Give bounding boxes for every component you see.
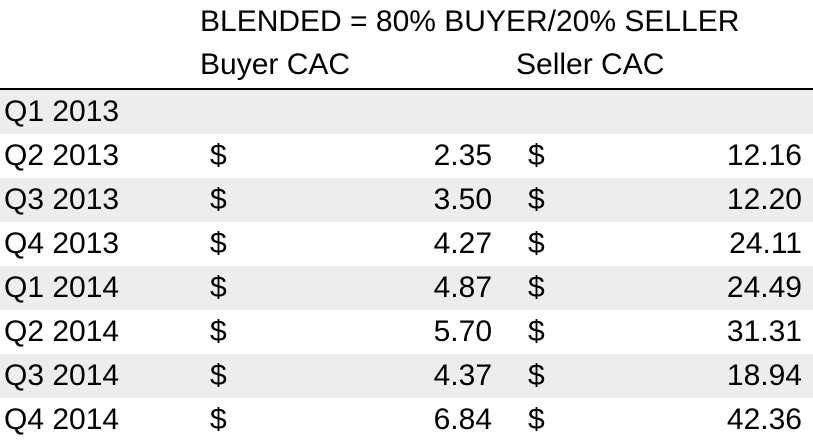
column-header-buyer-cac: Buyer CAC (200, 48, 351, 81)
buyer-cac-currency-symbol: $ (210, 271, 227, 304)
seller-cac-currency-symbol: $ (528, 183, 545, 216)
buyer-cac-value: 4.37 (433, 359, 492, 392)
buyer-cac-currency-symbol: $ (210, 315, 227, 348)
seller-cac-value: 31.31 (726, 315, 802, 348)
buyer-cac-value: 4.87 (433, 271, 492, 304)
buyer-cac-currency-symbol: $ (210, 359, 227, 392)
header-divider (0, 88, 813, 90)
table-row: Q3 2013 $3.50 $12.20 (0, 178, 813, 222)
table-row: Q4 2013 $4.27 $24.11 (0, 222, 813, 266)
row-quarter-label: Q4 2014 (4, 403, 120, 436)
row-quarter-label: Q1 2013 (4, 95, 120, 128)
table-row: Q3 2014 $4.37 $18.94 (0, 354, 813, 398)
seller-cac-currency-symbol: $ (528, 139, 545, 172)
seller-cac-currency-symbol: $ (528, 315, 545, 348)
seller-cac-currency-symbol: $ (528, 359, 545, 392)
table-row: Q4 2014 $6.84 $42.36 (0, 398, 813, 442)
buyer-cac-currency-symbol: $ (210, 139, 227, 172)
row-quarter-label: Q3 2013 (4, 183, 120, 216)
seller-cac-value: 12.16 (726, 139, 802, 172)
buyer-cac-currency-symbol: $ (210, 183, 227, 216)
row-quarter-label: Q2 2013 (4, 139, 120, 172)
buyer-cac-value: 6.84 (433, 403, 492, 436)
column-header-row: Buyer CAC Seller CAC (0, 45, 813, 87)
row-quarter-label: Q4 2013 (4, 227, 120, 260)
table-row: Q2 2014 $5.70 $31.31 (0, 310, 813, 354)
table-row: Q1 2013 (0, 90, 813, 134)
buyer-cac-value: 3.50 (433, 183, 492, 216)
seller-cac-value: 12.20 (726, 183, 802, 216)
buyer-cac-value: 4.27 (433, 227, 492, 260)
seller-cac-value: 18.94 (726, 359, 802, 392)
seller-cac-currency-symbol: $ (528, 227, 545, 260)
column-header-seller-cac: Seller CAC (516, 48, 665, 81)
table-title: BLENDED = 80% BUYER/20% SELLER (200, 5, 740, 38)
row-quarter-label: Q1 2014 (4, 271, 120, 304)
row-quarter-label: Q3 2014 (4, 359, 120, 392)
table-body: Q1 2013 Q2 2013 $2.35 $12.16 Q3 2013 $3.50 $12… (0, 90, 813, 442)
seller-cac-value: 24.49 (726, 271, 802, 304)
buyer-cac-currency-symbol: $ (210, 403, 227, 436)
buyer-cac-currency-symbol: $ (210, 227, 227, 260)
seller-cac-currency-symbol: $ (528, 271, 545, 304)
seller-cac-value: 24.11 (729, 227, 802, 260)
seller-cac-value: 42.36 (726, 403, 802, 436)
table-row: Q2 2013 $2.35 $12.16 (0, 134, 813, 178)
seller-cac-currency-symbol: $ (528, 403, 545, 436)
buyer-cac-value: 2.35 (433, 139, 492, 172)
buyer-cac-value: 5.70 (433, 315, 492, 348)
table-row: Q1 2014 $4.87 $24.49 (0, 266, 813, 310)
row-quarter-label: Q2 2014 (4, 315, 120, 348)
